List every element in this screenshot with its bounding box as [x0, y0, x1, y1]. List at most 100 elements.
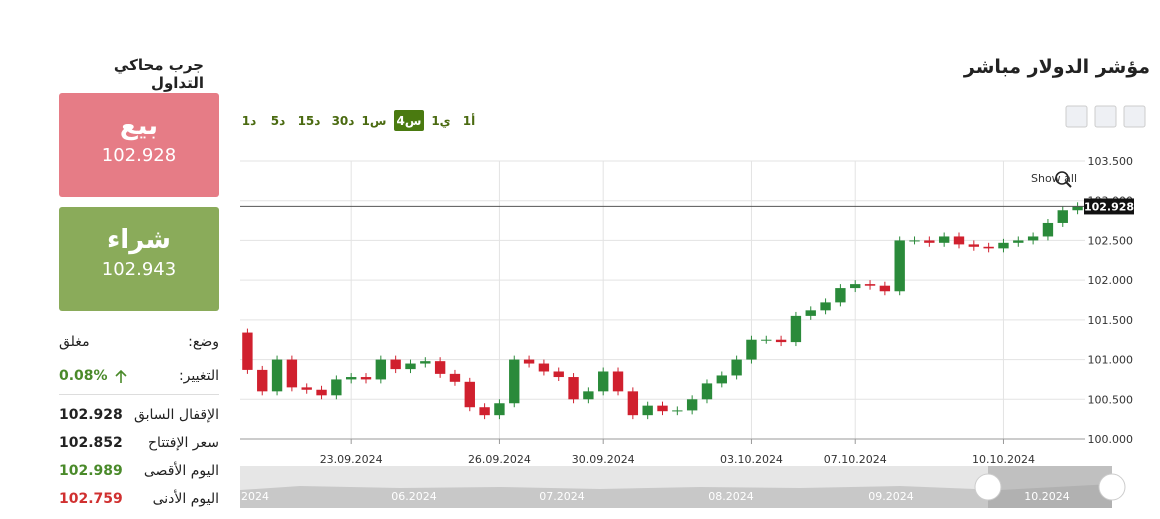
candle-body: [449, 373, 461, 382]
candle-body: [1013, 240, 1024, 243]
candle-body: [790, 315, 802, 343]
candle-body: [820, 302, 831, 311]
y-tick-label: 102.500: [1088, 234, 1134, 247]
candle-body: [494, 403, 505, 416]
x-tick-label: 10.10.2024: [972, 453, 1035, 466]
candle-body: [938, 236, 950, 243]
stat-row: اليوم الأقصى 102.989: [59, 459, 219, 485]
candle-body: [716, 375, 727, 384]
timeframe-button[interactable]: 30د: [332, 114, 355, 128]
timeframe-button[interactable]: 1د: [242, 114, 257, 128]
timeframe-button[interactable]: 15د: [298, 114, 321, 128]
change-row: التغيير: 0.08%: [59, 364, 219, 395]
tool-button[interactable]: [1065, 105, 1088, 128]
candle-body: [345, 377, 357, 380]
candle-body: [894, 240, 905, 292]
candle-body: [731, 359, 742, 376]
change-label: التغيير:: [178, 368, 219, 384]
candle-body: [286, 359, 298, 388]
stat-row: الإقفال السابق 102.928: [59, 403, 219, 429]
candle-body: [242, 332, 253, 370]
candle-body: [850, 284, 861, 289]
sell-button[interactable]: بيع 102.928: [59, 93, 219, 197]
chart-tools: [1065, 105, 1146, 128]
stat-value: 102.852: [59, 435, 123, 451]
status-row: وضع: مغلق: [59, 330, 219, 356]
candle-body: [805, 310, 816, 316]
candle-body: [998, 242, 1009, 249]
sell-price: 102.928: [101, 145, 177, 166]
page-title: مؤشر الدولار مباشر: [963, 56, 1150, 78]
zoom-icon: [1065, 181, 1072, 188]
y-tick-label: 101.500: [1088, 314, 1134, 327]
candle-body: [1072, 206, 1083, 211]
sidebar-title: جرب محاكي التداول: [113, 56, 204, 92]
tool-button[interactable]: [1094, 105, 1117, 128]
stat-label: سعر الإفتتاح: [148, 435, 219, 451]
candle-body: [775, 339, 787, 343]
candle-body: [1042, 222, 1054, 237]
candle-body: [583, 391, 594, 400]
zoom-icon: [1055, 171, 1069, 185]
buy-price: 102.943: [101, 259, 177, 280]
candle-body: [405, 363, 416, 370]
timeframe-button[interactable]: 5د: [271, 114, 286, 128]
timeframe-button[interactable]: 4س: [397, 114, 422, 128]
x-tick-label: 23.09.2024: [320, 453, 383, 466]
x-tick-label: 07.10.2024: [824, 453, 887, 466]
candle-body: [686, 399, 698, 411]
show-all[interactable]: Show all: [1031, 172, 1077, 185]
timeframe-active: [394, 110, 424, 131]
candle-body: [879, 285, 891, 292]
candle-body: [598, 371, 609, 392]
navigator-label: 06.2024: [391, 490, 437, 503]
stat-row: اليوم الأدنى 102.759: [59, 487, 219, 513]
navigator-area: [240, 484, 1112, 508]
navigator-label: 08.2024: [708, 490, 754, 503]
x-tick-label: 26.09.2024: [468, 453, 531, 466]
navigator-handle[interactable]: [1098, 473, 1126, 501]
status-label: وضع:: [188, 334, 219, 350]
y-tick-label: 100.500: [1088, 393, 1134, 406]
timeframe-button[interactable]: 1ي: [431, 114, 450, 128]
candle-body: [1027, 236, 1039, 241]
candle-body: [464, 381, 475, 408]
y-tick-label: 103.500: [1088, 155, 1134, 168]
change-value: 0.08%: [59, 368, 108, 384]
navigator-window[interactable]: [988, 466, 1112, 508]
candle-body: [909, 240, 920, 242]
x-tick-label: 30.09.2024: [572, 453, 635, 466]
candle-body: [390, 359, 401, 370]
candle-body: [761, 339, 772, 341]
buy-button[interactable]: شراء 102.943: [59, 207, 219, 311]
candle-body: [835, 288, 846, 303]
y-tick-label: 102.000: [1088, 274, 1134, 287]
candle-body: [420, 361, 431, 364]
candle-body: [568, 377, 579, 400]
candle-body: [257, 369, 268, 392]
candle-body: [701, 383, 713, 400]
candle-body: [1057, 210, 1068, 223]
navigator-handle[interactable]: [974, 473, 1002, 501]
stat-row: سعر الإفتتاح 102.852: [59, 431, 219, 457]
navigator-label: 2024: [241, 490, 269, 503]
timeframe-button[interactable]: 1س: [362, 114, 387, 128]
candle-body: [746, 339, 757, 360]
candle-body: [864, 284, 876, 286]
candle-body: [538, 363, 550, 372]
candle-body: [479, 407, 490, 416]
candle-body: [953, 236, 965, 245]
tool-button[interactable]: [1123, 105, 1146, 128]
navigator-label: 09.2024: [868, 490, 914, 503]
candle-body: [612, 371, 624, 392]
candle-body: [523, 359, 535, 364]
stat-value: 102.759: [59, 491, 123, 507]
timeframe-button[interactable]: 1أ: [463, 113, 475, 128]
stat-label: اليوم الأقصى: [143, 463, 219, 479]
x-tick-label: 03.10.2024: [720, 453, 783, 466]
current-price-tag: [1084, 198, 1134, 215]
stat-label: الإقفال السابق: [133, 407, 219, 423]
stat-value: 102.989: [59, 463, 123, 479]
